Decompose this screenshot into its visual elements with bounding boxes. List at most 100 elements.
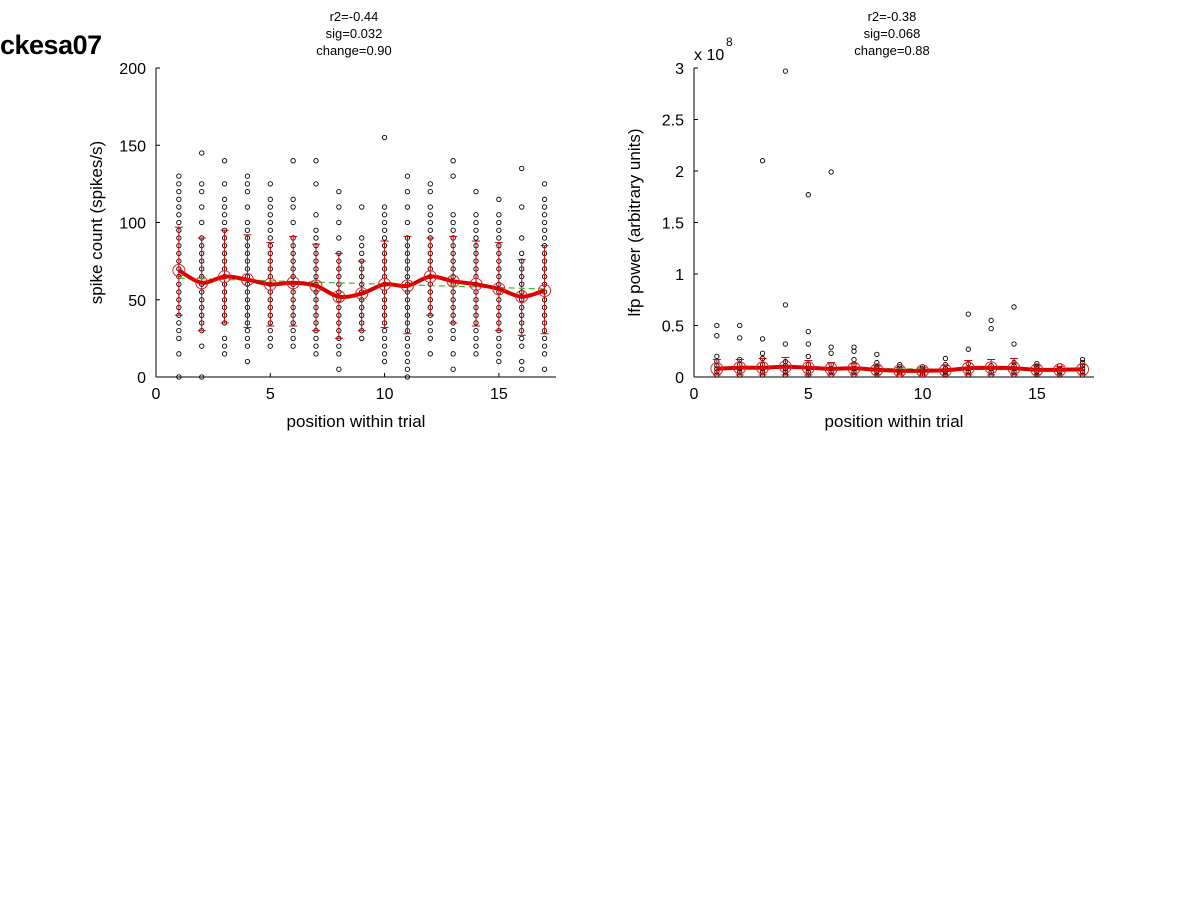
data-point: [759, 336, 766, 342]
data-point: [267, 204, 273, 210]
data-point: [519, 335, 525, 342]
data-point: [965, 311, 971, 317]
data-point: [221, 212, 228, 218]
data-point: [176, 212, 182, 218]
mean-marker: [1076, 362, 1090, 376]
mean-curve: [716, 364, 1083, 373]
mean-marker: [824, 362, 838, 376]
y-tick-label: 1.5: [662, 216, 684, 233]
data-point: [541, 235, 548, 241]
data-point: [496, 196, 502, 202]
data-point: [404, 173, 411, 179]
mean-marker: [378, 277, 392, 291]
y-tick-label: 3: [675, 61, 684, 78]
data-point: [1079, 356, 1086, 363]
data-point: [381, 235, 388, 241]
data-point: [404, 204, 411, 210]
data-point: [290, 327, 296, 334]
data-point: [176, 335, 182, 342]
data-point: [221, 181, 228, 187]
data-point: [359, 235, 365, 241]
data-point: [313, 158, 319, 164]
data-point: [244, 335, 251, 342]
data-point: [496, 343, 502, 349]
data-point: [404, 351, 411, 357]
data-point: [381, 335, 388, 342]
data-point: [782, 302, 789, 308]
data-point: [519, 250, 525, 257]
data-point: [519, 204, 525, 210]
data-point: [244, 227, 251, 233]
data-point: [427, 351, 433, 357]
mean-marker: [263, 277, 277, 291]
y-tick-label: 50: [128, 293, 146, 310]
data-point: [221, 219, 228, 226]
data-point: [244, 173, 251, 179]
chart-title-line: change=0.90: [316, 43, 392, 58]
data-point: [221, 158, 228, 164]
data-point: [381, 204, 388, 210]
data-point: [244, 219, 251, 226]
mean-marker: [733, 361, 747, 375]
axis-exponent-power: 8: [726, 35, 733, 49]
mean-marker: [400, 279, 414, 293]
data-point: [450, 327, 456, 334]
data-point: [359, 204, 365, 210]
mean-marker: [332, 290, 346, 304]
data-point: [381, 358, 388, 365]
y-tick-label: 150: [119, 138, 146, 155]
data-point: [199, 181, 205, 187]
data-point: [199, 188, 205, 195]
data-point: [427, 181, 433, 187]
data-point: [267, 219, 273, 226]
data-point: [404, 335, 411, 342]
mean-marker: [778, 360, 792, 374]
data-point: [199, 374, 205, 380]
data-point: [450, 366, 456, 372]
mean-marker: [309, 279, 323, 293]
data-point: [381, 343, 388, 349]
data-point: [805, 329, 811, 335]
data-point: [244, 343, 251, 349]
data-point: [221, 351, 228, 357]
data-point: [313, 212, 319, 218]
data-point: [176, 181, 182, 187]
data-point: [541, 366, 548, 372]
data-point: [737, 322, 743, 329]
data-point: [942, 355, 949, 362]
data-point: [541, 219, 548, 226]
data-point: [244, 181, 251, 187]
data-point: [313, 227, 319, 233]
data-point: [176, 219, 182, 226]
data-point: [759, 350, 766, 356]
data-point: [427, 212, 433, 218]
data-point: [336, 235, 342, 241]
data-point: [290, 158, 296, 164]
data-point: [874, 351, 880, 357]
mean-marker: [492, 282, 506, 296]
mean-marker: [1030, 363, 1044, 377]
data-point: [541, 351, 548, 357]
data-point: [450, 173, 456, 179]
data-point: [496, 351, 502, 357]
data-point: [965, 346, 971, 352]
data-point: [541, 212, 548, 218]
data-point: [496, 235, 502, 241]
x-tick-label: 0: [690, 386, 699, 403]
data-point: [541, 335, 548, 342]
data-point: [737, 335, 743, 341]
mean-marker: [240, 273, 254, 287]
mean-marker: [756, 361, 770, 375]
data-point: [176, 196, 182, 202]
data-point: [221, 204, 228, 210]
data-point: [450, 227, 456, 233]
data-point: [381, 351, 388, 357]
chart-panel-2: 0 5 10 15 0 0.5 1 1.5 2 2.5 3 position within trial…: [625, 9, 1094, 431]
mean-marker: [893, 364, 907, 378]
data-point: [199, 219, 205, 226]
mean-marker: [355, 287, 369, 301]
data-point: [828, 169, 834, 175]
data-point: [176, 374, 182, 380]
mean-marker: [938, 363, 952, 377]
axis-exponent-label: x 10: [694, 47, 724, 64]
